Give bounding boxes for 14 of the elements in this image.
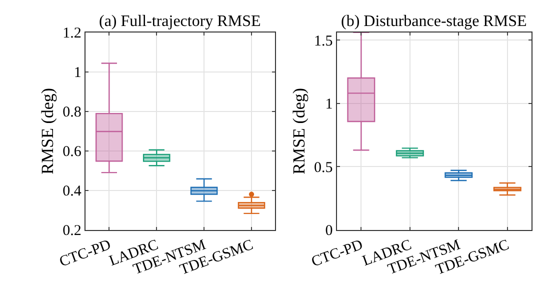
y-tick-label: 0.6 [62,144,82,160]
y-tick-label: 1 [325,96,333,113]
y-tick-label: 0.5 [314,160,333,176]
y-tick-label: 0.2 [62,223,82,240]
y-tick-label: 1.2 [62,26,82,42]
y-tick-label: 0.4 [62,184,82,200]
y-tick-label: 1.5 [314,33,333,50]
y-tick-label: 1 [74,65,82,82]
y-axis-title: RMSE (deg) [38,88,58,174]
chart-title: (a) Full-trajectory RMSE [99,13,261,30]
y-axis-title: RMSE (deg) [290,88,309,174]
chart-title: (b) Disturbance-stage RMSE [341,13,527,30]
y-tick-label: 0.8 [62,104,82,121]
y-tick-label: 0 [325,223,333,240]
